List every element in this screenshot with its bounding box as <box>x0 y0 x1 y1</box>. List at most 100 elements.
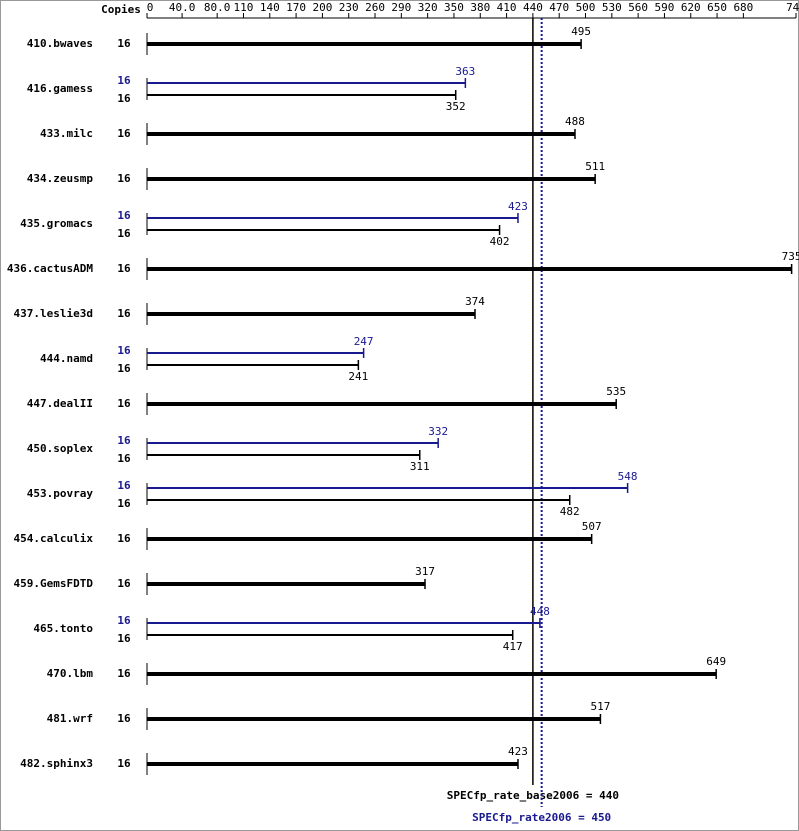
reference-label: SPECfp_rate_base2006 = 440 <box>447 789 619 802</box>
x-tick-label: 350 <box>444 1 464 14</box>
copies-label: 16 <box>117 344 131 357</box>
category-label: 447.dealII <box>27 397 93 410</box>
category-label: 437.leslie3d <box>14 307 93 320</box>
value-label: 417 <box>503 640 523 653</box>
category-label: 436.cactusADM <box>7 262 93 275</box>
copies-label: 16 <box>117 262 131 275</box>
x-tick-label: 40.0 <box>169 1 196 14</box>
x-tick-label: 590 <box>655 1 675 14</box>
category-label: 481.wrf <box>47 712 93 725</box>
x-tick-label: 650 <box>707 1 727 14</box>
x-tick-label: 290 <box>391 1 411 14</box>
x-tick-label: 500 <box>576 1 596 14</box>
x-tick-label: 440 <box>523 1 543 14</box>
x-tick-label: 320 <box>418 1 438 14</box>
x-tick-label: 110 <box>234 1 254 14</box>
copies-label: 16 <box>117 172 131 185</box>
value-label: 448 <box>530 605 550 618</box>
bar <box>147 82 466 84</box>
copies-label: 16 <box>117 667 131 680</box>
x-tick-label: 410 <box>497 1 517 14</box>
bar <box>147 177 596 181</box>
reference-label: SPECfp_rate2006 = 450 <box>472 811 611 824</box>
copies-label: 16 <box>117 577 131 590</box>
bar <box>147 352 364 354</box>
x-tick-label: 740 <box>786 1 799 14</box>
value-label: 511 <box>585 160 605 173</box>
x-tick-label: 80.0 <box>204 1 231 14</box>
copies-label: 16 <box>117 307 131 320</box>
category-label: 454.calculix <box>14 532 94 545</box>
bar <box>147 132 575 136</box>
x-tick-label: 140 <box>260 1 280 14</box>
value-label: 507 <box>582 520 602 533</box>
x-tick-label: 470 <box>549 1 569 14</box>
value-label: 488 <box>565 115 585 128</box>
copies-label: 16 <box>117 74 131 87</box>
value-label: 311 <box>410 460 430 473</box>
x-tick-label: 380 <box>470 1 490 14</box>
copies-label: 16 <box>117 532 131 545</box>
bar <box>147 634 513 636</box>
value-label: 735 <box>782 250 799 263</box>
category-label: 482.sphinx3 <box>20 757 93 770</box>
category-label: 470.lbm <box>47 667 94 680</box>
bar <box>147 42 582 46</box>
x-tick-label: 560 <box>628 1 648 14</box>
category-label: 453.povray <box>27 487 94 500</box>
copies-label: 16 <box>117 434 131 447</box>
value-label: 241 <box>348 370 368 383</box>
category-label: 435.gromacs <box>20 217 93 230</box>
bar <box>147 454 420 456</box>
bar <box>147 487 628 489</box>
x-tick-label: 530 <box>602 1 622 14</box>
value-label: 495 <box>571 25 591 38</box>
bar <box>147 582 426 586</box>
copies-header: Copies <box>101 3 141 16</box>
x-tick-label: 0 <box>147 1 154 14</box>
x-tick-label: 260 <box>365 1 385 14</box>
copies-label: 16 <box>117 92 131 105</box>
category-label: 459.GemsFDTD <box>14 577 94 590</box>
copies-label: 16 <box>117 497 131 510</box>
value-label: 247 <box>354 335 374 348</box>
bar <box>147 622 540 624</box>
copies-label: 16 <box>117 209 131 222</box>
bar <box>147 267 792 271</box>
x-tick-label: 200 <box>312 1 332 14</box>
x-tick-label: 230 <box>339 1 359 14</box>
category-label: 450.soplex <box>27 442 94 455</box>
value-label: 332 <box>428 425 448 438</box>
bar <box>147 762 518 766</box>
value-label: 352 <box>446 100 466 113</box>
value-label: 517 <box>590 700 610 713</box>
copies-label: 16 <box>117 614 131 627</box>
value-label: 423 <box>508 745 528 758</box>
value-label: 535 <box>606 385 626 398</box>
category-label: 444.namd <box>40 352 93 365</box>
value-label: 649 <box>706 655 726 668</box>
value-label: 374 <box>465 295 485 308</box>
category-label: 416.gamess <box>27 82 93 95</box>
value-label: 423 <box>508 200 528 213</box>
copies-label: 16 <box>117 227 131 240</box>
category-label: 410.bwaves <box>27 37 93 50</box>
copies-label: 16 <box>117 397 131 410</box>
bar <box>147 402 617 406</box>
bar <box>147 442 439 444</box>
category-label: 433.milc <box>40 127 93 140</box>
bar <box>147 217 518 219</box>
value-label: 402 <box>490 235 510 248</box>
copies-label: 16 <box>117 757 131 770</box>
x-tick-label: 680 <box>733 1 753 14</box>
bar <box>147 94 456 96</box>
value-label: 363 <box>455 65 475 78</box>
category-label: 434.zeusmp <box>27 172 94 185</box>
bar <box>147 499 570 501</box>
x-tick-label: 620 <box>681 1 701 14</box>
copies-label: 16 <box>117 712 131 725</box>
bar <box>147 312 476 316</box>
x-tick-label: 170 <box>286 1 306 14</box>
